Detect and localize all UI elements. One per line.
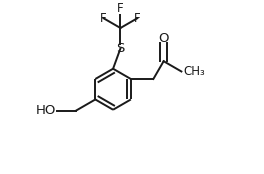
Text: HO: HO	[36, 104, 56, 117]
Text: F: F	[100, 12, 107, 25]
Text: CH₃: CH₃	[183, 65, 205, 78]
Text: F: F	[134, 12, 141, 25]
Text: S: S	[116, 42, 125, 55]
Text: F: F	[117, 2, 124, 15]
Text: O: O	[158, 32, 169, 45]
